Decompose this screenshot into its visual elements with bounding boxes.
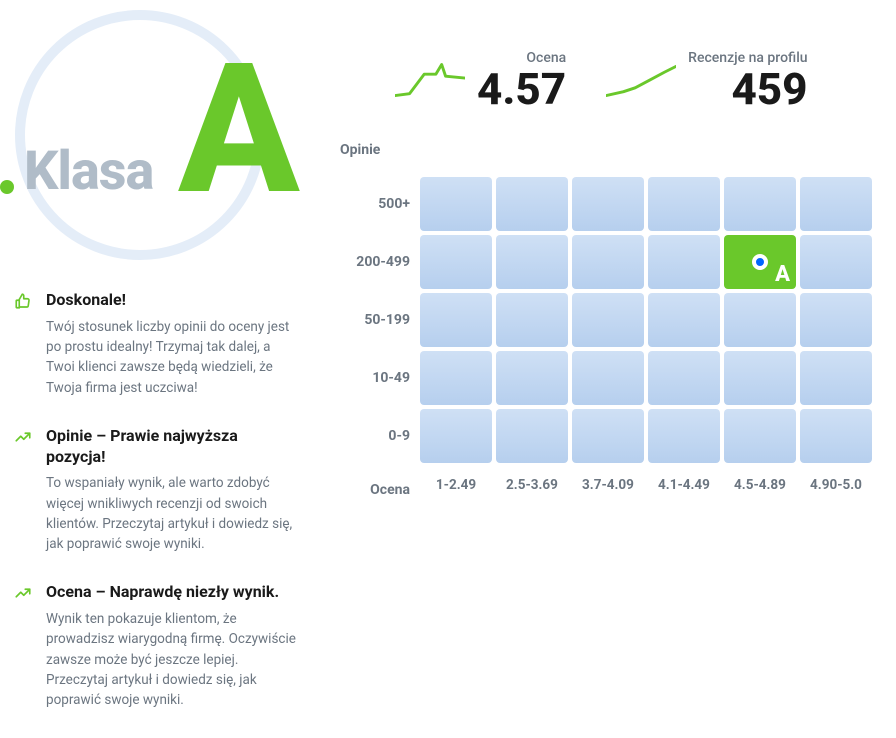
grade-badge: Klasa A (0, 10, 290, 270)
heatmap-cell (648, 293, 720, 347)
metric-reviews: Recenzje na profilu 459 (606, 50, 807, 112)
heatmap-cell (496, 351, 568, 405)
heatmap-x-label: 1-2.49 (420, 477, 492, 493)
heatmap-y-label: 0-9 (340, 428, 410, 444)
metric-reviews-value: 459 (688, 66, 807, 112)
heatmap-y-label: 500+ (340, 196, 410, 212)
heatmap-cell (572, 235, 644, 289)
heatmap-cell (800, 293, 872, 347)
tip-title: Opinie – Prawie najwyższa pozycja! (46, 426, 300, 468)
tip-title: Ocena – Naprawdę niezły wynik. (46, 582, 300, 603)
heatmap-cell (724, 177, 796, 231)
sparkline-rating-icon (395, 56, 465, 106)
heatmap-cell (572, 351, 644, 405)
tip-body: To wspaniały wynik, ale warto zdobyć wię… (46, 473, 300, 554)
heatmap-row: 0-9 (420, 409, 872, 463)
heatmap-y-title: Opinie (340, 142, 380, 158)
heatmap-cell (648, 235, 720, 289)
heatmap-cell-letter: A (775, 262, 790, 287)
heatmap-cell (724, 293, 796, 347)
heatmap-row: 10-49 (420, 351, 872, 405)
metric-rating-value: 4.57 (477, 66, 566, 112)
heatmap-cell (572, 177, 644, 231)
heatmap-cell: A (724, 235, 796, 289)
heatmap-cell (648, 409, 720, 463)
heatmap-y-label: 200-499 (340, 254, 410, 270)
heatmap-cell (496, 177, 568, 231)
heatmap-cell (800, 177, 872, 231)
heatmap-row: 50-199 (420, 293, 872, 347)
grade-label: Klasa (24, 140, 153, 203)
tip-body: Twój stosunek liczby opinii do oceny jes… (46, 317, 300, 398)
metric-rating: Ocena 4.57 (395, 50, 566, 112)
heatmap-x-axis: 1-2.492.5-3.693.7-4.094.1-4.494.5-4.894.… (420, 477, 872, 493)
heatmap-y-label: 10-49 (340, 370, 410, 386)
metrics-row: Ocena 4.57 Recenzje na profilu 459 (340, 50, 885, 112)
trend-up-icon (14, 428, 32, 446)
heatmap-x-label: 3.7-4.09 (572, 477, 644, 493)
heatmap-cell (420, 177, 492, 231)
heatmap-x-label: 4.1-4.49 (648, 477, 720, 493)
heatmap-cell (420, 351, 492, 405)
tips-list: Doskonale! Twój stosunek liczby opinii do… (0, 290, 320, 710)
heatmap-row: 200-499A (420, 235, 872, 289)
tip-title: Doskonale! (46, 290, 300, 311)
grade-letter: A (178, 40, 300, 220)
heatmap-cell (496, 409, 568, 463)
heatmap-row: 500+ (420, 177, 872, 231)
heatmap-cell (724, 351, 796, 405)
heatmap-cell (420, 409, 492, 463)
heatmap-cell (496, 235, 568, 289)
heatmap-cell (420, 235, 492, 289)
heatmap-cell (800, 235, 872, 289)
heatmap-cell (724, 409, 796, 463)
heatmap-x-label: 4.90-5.0 (800, 477, 872, 493)
thumbs-up-icon (14, 292, 32, 310)
heatmap-x-label: 2.5-3.69 (496, 477, 568, 493)
heatmap-cell (800, 409, 872, 463)
tip-item: Doskonale! Twój stosunek liczby opinii do… (10, 290, 300, 398)
heatmap-cell (496, 293, 568, 347)
tip-item: Opinie – Prawie najwyższa pozycja! To wsp… (10, 426, 300, 555)
heatmap-marker-icon (752, 254, 768, 270)
heatmap-cell (800, 351, 872, 405)
tip-item: Ocena – Naprawdę niezły wynik. Wynik ten … (10, 582, 300, 710)
trend-up-icon (14, 584, 32, 602)
sparkline-reviews-icon (606, 56, 676, 106)
heatmap-cell (648, 351, 720, 405)
heatmap-x-label: 4.5-4.89 (724, 477, 796, 493)
tip-body: Wynik ten pokazuje klientom, że prowadzi… (46, 609, 300, 710)
heatmap-y-label: 50-199 (340, 312, 410, 328)
grade-dot (0, 180, 14, 194)
heatmap-cell (572, 293, 644, 347)
heatmap-cell (420, 293, 492, 347)
heatmap-cell (572, 409, 644, 463)
heatmap-cell (648, 177, 720, 231)
